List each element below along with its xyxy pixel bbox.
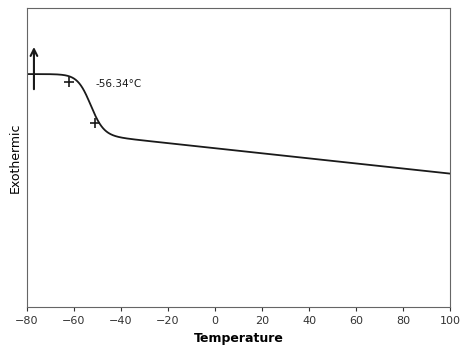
X-axis label: Temperature: Temperature (194, 332, 283, 345)
Y-axis label: Exothermic: Exothermic (8, 122, 21, 193)
Text: -56.34°C: -56.34°C (95, 79, 141, 89)
